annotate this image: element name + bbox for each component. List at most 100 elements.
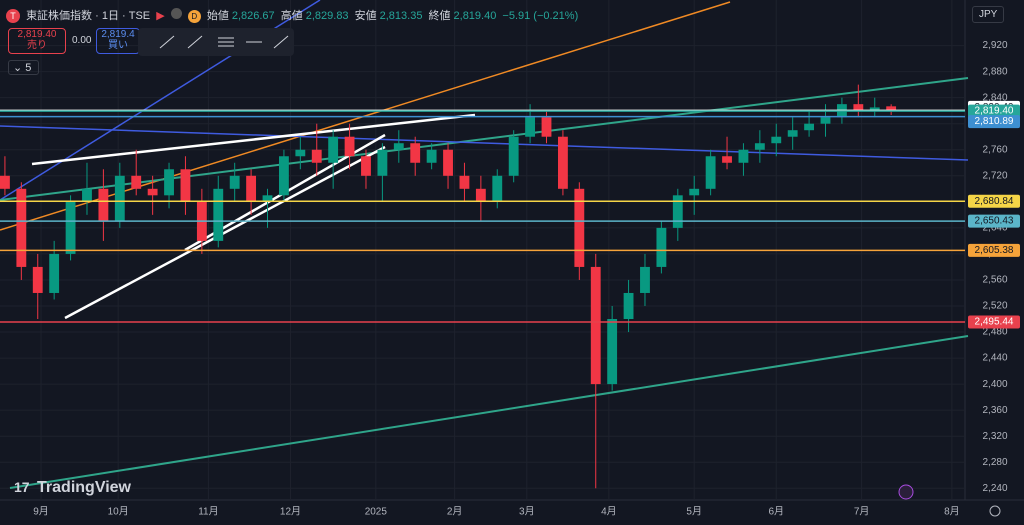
candle-body [607,319,618,385]
price-label: 2,680.84 [975,196,1014,207]
candle-body [459,175,470,189]
candle-body [705,156,716,189]
drawing-toolbar [138,28,294,56]
buy-button[interactable]: 2,819.4 買い [96,28,140,54]
y-tick-label: 2,760 [982,144,1007,155]
y-tick-label: 2,280 [982,457,1007,468]
indicator-value: 5 [25,62,32,74]
trend-line [9,335,969,489]
x-tick-label: 4月 [601,506,617,518]
x-tick-label: 8月 [944,506,960,518]
candle-body [475,188,486,202]
close-label: 終値 [428,10,451,22]
x-tick-label: 9月 [33,506,49,518]
alert-icon[interactable] [898,484,914,500]
candle-body [328,136,339,163]
candle-body [672,195,683,228]
candle-body [525,117,536,137]
x-tick-label: 2025 [365,507,388,518]
price-label: 2,650.43 [975,216,1014,227]
candle-body [574,188,585,267]
candle-body [311,149,322,163]
x-tick-label: 12月 [280,506,301,518]
open: 2,826.67 [231,10,275,22]
price-label: 2,819.40 [975,106,1014,117]
y-tick-label: 2,400 [982,379,1007,390]
high-label: 高値 [280,10,303,22]
candle-body [508,136,519,176]
price-label-box [968,243,1020,257]
candle-body [0,175,10,189]
candle-body [98,188,109,222]
spread: 0.00 [72,35,92,46]
drawings [0,0,1001,517]
candle-body [180,169,191,202]
trend-line [0,125,969,161]
price-label-box [968,104,1020,118]
low: 2,813.35 [379,10,423,22]
sell-label: 売り [27,40,47,51]
sell-button[interactable]: 2,819.40 売り [8,28,66,54]
x-tick-label: 10月 [108,506,129,518]
change: −5.91 (−0.21%) [502,10,579,22]
candle-body [262,195,273,202]
indicator[interactable]: ⌄ 5 [8,60,40,75]
trend-line [31,113,476,166]
candle-body [738,149,749,163]
y-tick-label: 2,520 [982,301,1007,312]
candle-body [65,201,76,254]
candle-body [754,143,765,150]
trend-line [0,77,969,201]
x-tick-label: 2月 [447,506,463,518]
candle-body [114,175,125,222]
low-label: 安値 [354,10,377,22]
y-tick-label: 2,640 [982,223,1007,234]
price-label: 2,605.38 [975,245,1014,256]
candle-body [886,106,897,112]
symbol-row: T 東証株価指数 · 1日 · TSE ▶ D 始値 2,826.67 高値 2,8… [6,7,581,23]
y-tick-label: 2,920 [982,40,1007,51]
candle-body [49,253,60,293]
toolbar-icons [159,35,289,49]
y-tick-label: 2,560 [982,275,1007,286]
open-label: 始値 [206,10,229,22]
settings-icon[interactable] [989,505,1001,517]
candle-body [344,136,355,157]
brand: 17 TradingView [14,479,131,496]
candle-body [689,188,700,196]
candle-body [32,266,43,293]
x-tick-label: 6月 [768,506,784,518]
y-tick-label: 2,720 [982,170,1007,181]
trend-line [64,145,386,320]
candle-body [787,130,798,137]
sell-price: 2,819.40 [17,29,57,40]
candle-body [656,227,667,267]
candle-body [147,188,158,196]
x-tick-label: 7月 [854,506,870,518]
price-label-box [968,214,1020,228]
candle-body [361,156,371,176]
y-tick-label: 2,840 [982,92,1007,103]
candle-body [590,266,601,385]
price-label-box [968,194,1020,208]
y-tick-label: 2,880 [982,66,1007,77]
price-label-box [968,315,1020,329]
price-label: 2,810.89 [975,116,1014,127]
candle-body [443,149,453,176]
candle-body [246,175,257,202]
candle-body [820,117,831,124]
candle-body [393,143,404,150]
currency[interactable]: JPY [972,6,1005,23]
candle-body [541,117,552,137]
candle-body [771,136,782,144]
candle-body [722,156,732,163]
candle-body [82,188,92,202]
candle-body [213,188,224,241]
candle-body [492,175,503,202]
symbol[interactable]: 東証株価指数 · 1日 · TSE [26,10,151,22]
candle-body [229,175,240,189]
candle-body [853,104,864,111]
